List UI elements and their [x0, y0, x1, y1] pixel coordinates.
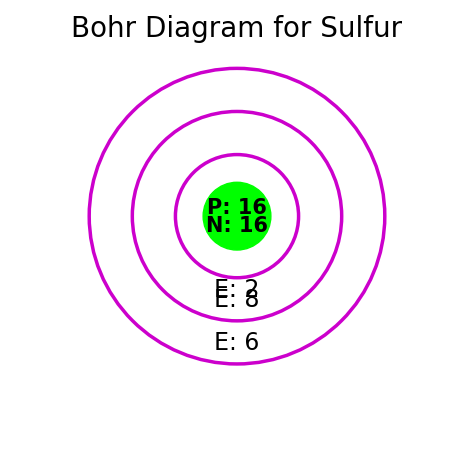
- Text: E: 8: E: 8: [214, 288, 260, 312]
- Text: N: 16: N: 16: [206, 216, 268, 236]
- Title: Bohr Diagram for Sulfur: Bohr Diagram for Sulfur: [72, 15, 402, 43]
- Text: P: 16: P: 16: [207, 197, 267, 218]
- Circle shape: [203, 183, 271, 251]
- Text: E: 2: E: 2: [214, 277, 260, 301]
- Text: E: 6: E: 6: [214, 330, 260, 355]
